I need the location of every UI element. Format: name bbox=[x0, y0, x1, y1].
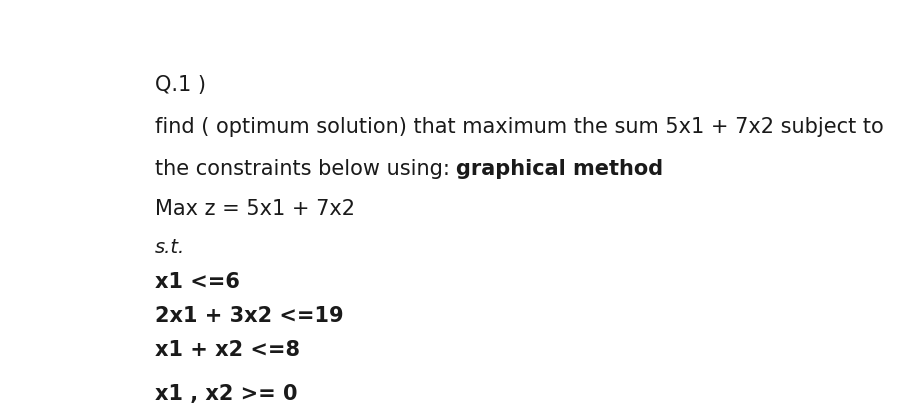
Text: find ( optimum solution) that maximum the sum 5x1 + 7x2 subject to: find ( optimum solution) that maximum th… bbox=[155, 117, 883, 137]
Text: x1 <=6: x1 <=6 bbox=[155, 272, 239, 292]
Text: graphical method: graphical method bbox=[456, 159, 663, 179]
Text: Max z = 5x1 + 7x2: Max z = 5x1 + 7x2 bbox=[155, 200, 355, 219]
Text: s.t.: s.t. bbox=[155, 238, 185, 257]
Text: the constraints below using:: the constraints below using: bbox=[155, 159, 456, 179]
Text: x1 + x2 <=8: x1 + x2 <=8 bbox=[155, 340, 300, 360]
Text: x1 , x2 >= 0: x1 , x2 >= 0 bbox=[155, 384, 298, 404]
Text: 2x1 + 3x2 <=19: 2x1 + 3x2 <=19 bbox=[155, 306, 344, 326]
Text: Q.1 ): Q.1 ) bbox=[155, 75, 206, 95]
